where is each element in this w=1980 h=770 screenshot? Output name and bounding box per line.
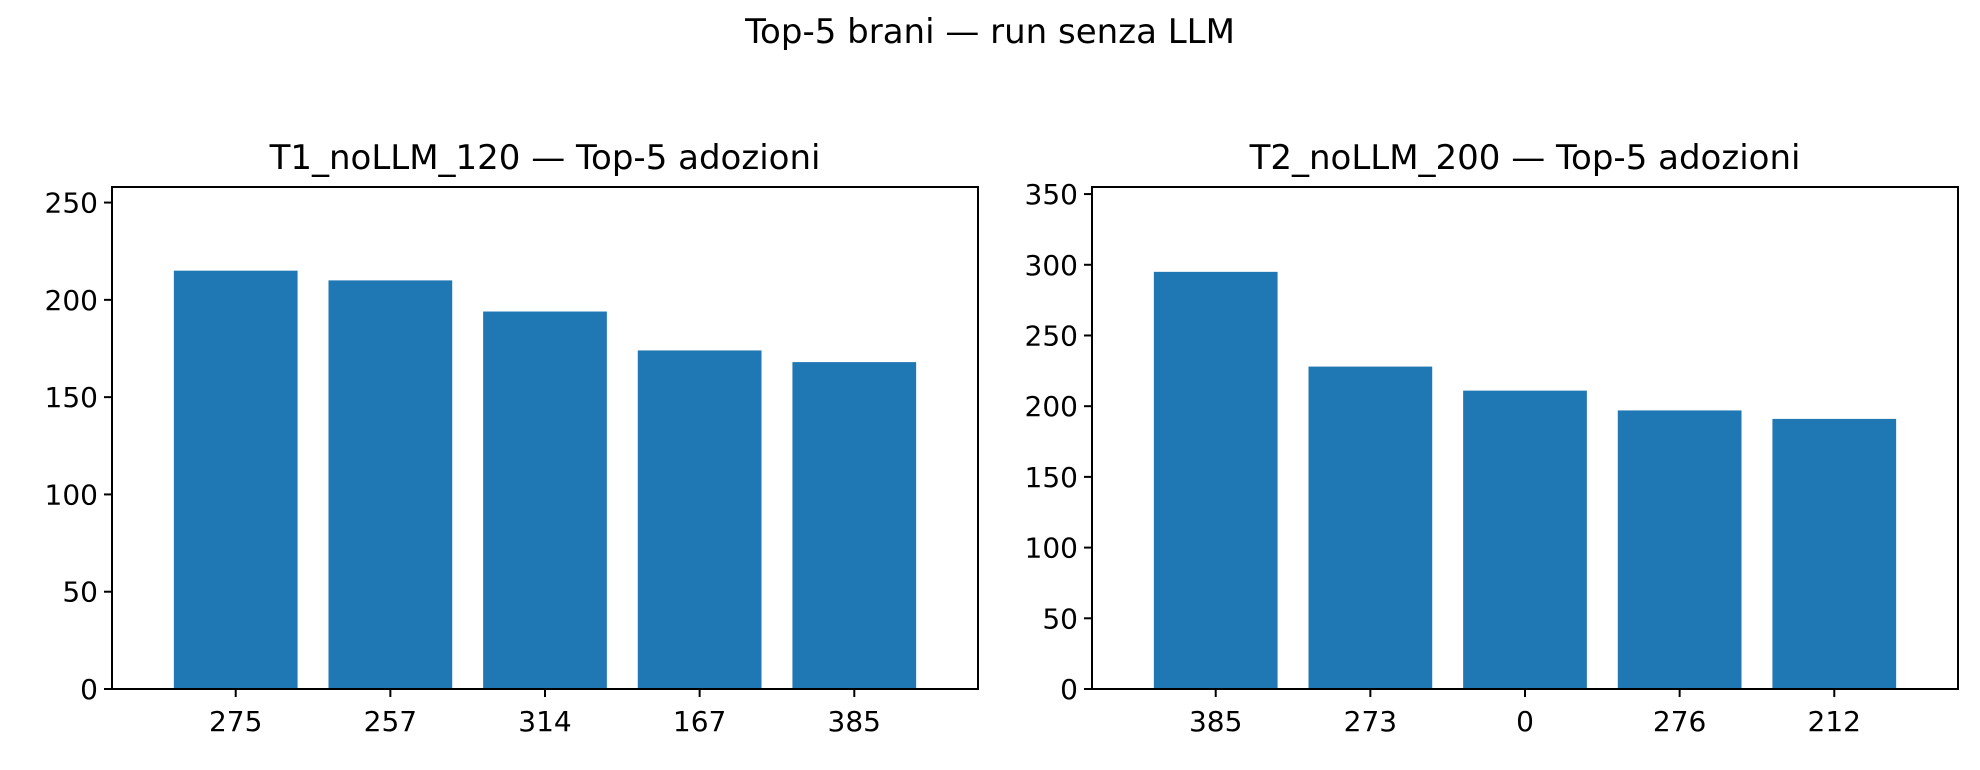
bar-212 bbox=[1772, 418, 1897, 689]
y-tick-label: 250 bbox=[45, 187, 98, 220]
x-tick-label: 0 bbox=[1516, 705, 1534, 738]
x-tick-label: 275 bbox=[209, 705, 262, 738]
y-tick-label: 0 bbox=[80, 673, 98, 706]
x-tick-label: 276 bbox=[1653, 705, 1706, 738]
bar-314 bbox=[483, 311, 607, 689]
bar-273 bbox=[1308, 366, 1433, 689]
y-tick-label: 100 bbox=[45, 478, 98, 511]
y-tick-label: 200 bbox=[45, 284, 98, 317]
bar-0 bbox=[1463, 390, 1587, 689]
bar-275 bbox=[173, 270, 298, 689]
x-tick-label: 385 bbox=[828, 705, 881, 738]
bar-167 bbox=[637, 350, 762, 689]
x-tick-label: 212 bbox=[1808, 705, 1861, 738]
y-tick-label: 150 bbox=[45, 381, 98, 414]
subplot-title: T2_noLLM_200 — Top-5 adozioni bbox=[1249, 138, 1801, 178]
subplot-2: T2_noLLM_200 — Top-5 adozioni 0 50 100 150 20… bbox=[1025, 138, 1959, 738]
subplot-title: T1_noLLM_120 — Top-5 adozioni bbox=[269, 138, 821, 178]
x-tick-label: 385 bbox=[1189, 705, 1242, 738]
bar-385 bbox=[792, 362, 917, 689]
y-tick-label: 100 bbox=[1025, 532, 1078, 565]
y-tick-label: 250 bbox=[1025, 319, 1078, 352]
y-tick-label: 200 bbox=[1025, 390, 1078, 423]
bar-257 bbox=[328, 280, 453, 689]
subplot-1: T1_noLLM_120 — Top-5 adozioni 0 50 100 150 20… bbox=[45, 138, 979, 738]
x-tick-label: 273 bbox=[1344, 705, 1397, 738]
y-tick-label: 50 bbox=[1042, 602, 1078, 635]
figure-title: Top-5 brani — run senza LLM bbox=[745, 12, 1235, 52]
y-tick-label: 150 bbox=[1025, 461, 1078, 494]
bar-385 bbox=[1153, 271, 1278, 689]
y-tick-label: 0 bbox=[1060, 673, 1078, 706]
y-tick-label: 350 bbox=[1025, 178, 1078, 211]
y-tick-label: 50 bbox=[62, 576, 98, 609]
x-tick-label: 314 bbox=[518, 705, 571, 738]
bar-276 bbox=[1617, 410, 1742, 689]
x-tick-label: 257 bbox=[364, 705, 417, 738]
x-tick-label: 167 bbox=[673, 705, 726, 738]
y-tick-label: 300 bbox=[1025, 249, 1078, 282]
